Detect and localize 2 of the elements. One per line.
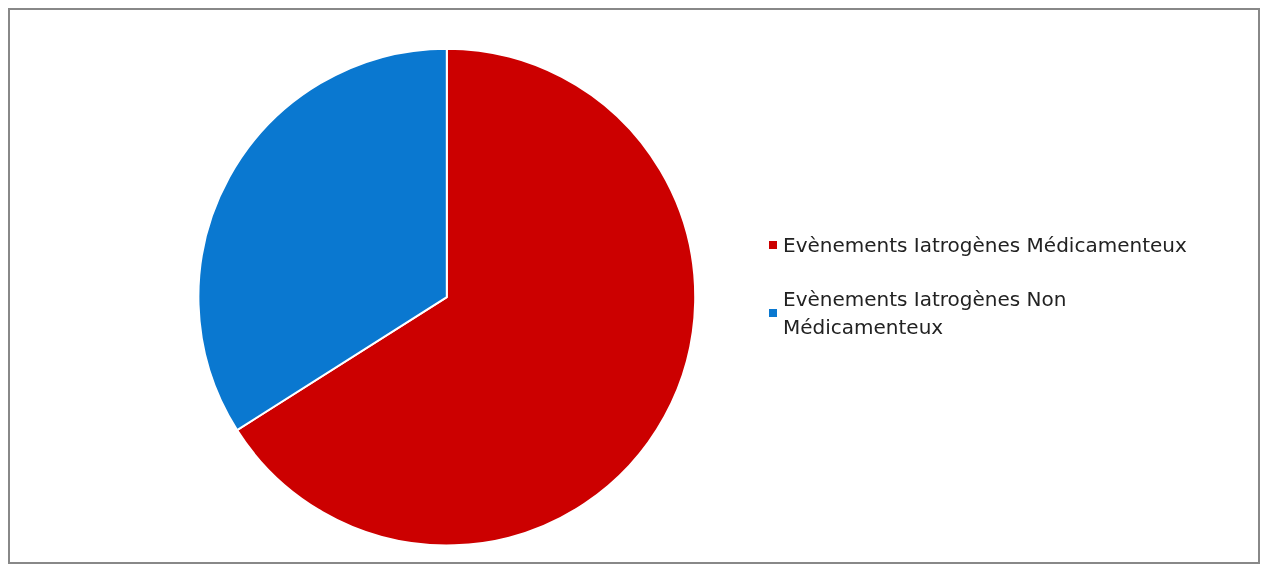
legend-label: Evènements Iatrogènes Non Médicamenteux	[783, 287, 1073, 339]
legend-label: Evènements Iatrogènes Médicamenteux	[783, 233, 1187, 257]
